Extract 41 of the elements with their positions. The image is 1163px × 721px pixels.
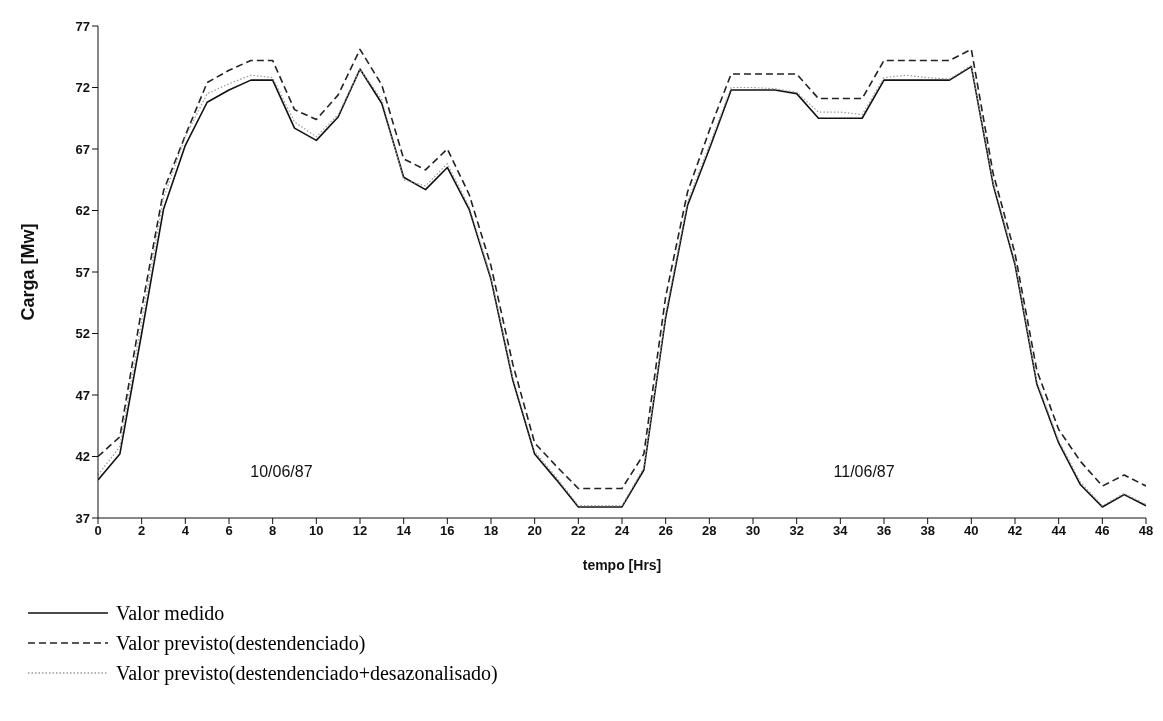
x-tick-label: 30 [745,523,761,539]
x-tick-label: 44 [1051,523,1067,539]
y-tick-label: 42 [75,449,90,465]
x-tick-label: 4 [181,523,190,539]
x-tick-label: 12 [352,523,368,539]
y-axis-title: Carga [Mw] [18,223,39,321]
x-tick-label: 40 [964,523,979,539]
x-tick-label: 14 [396,523,412,539]
y-tick-label: 37 [75,510,90,526]
y-tick-label: 77 [75,18,90,34]
y-tick-label: 72 [75,80,90,96]
x-tick-label: 36 [876,523,892,539]
y-tick-label: 57 [75,264,90,280]
x-tick-label: 48 [1138,523,1154,539]
x-tick-label: 22 [571,523,586,539]
x-tick-label: 8 [269,523,277,539]
y-tick-label: 52 [75,326,90,342]
x-tick-label: 18 [483,523,499,539]
annotation: 11/06/87 [833,462,895,480]
x-tick-label: 38 [920,523,935,539]
x-tick-label: 42 [1007,523,1023,539]
x-tick-label: 24 [614,523,630,539]
x-tick-label: 6 [225,523,233,539]
x-tick-label: 10 [309,523,324,539]
annotation: 10/06/87 [250,462,313,480]
legend-label: Valor previsto(destendenciado) [116,631,366,655]
x-tick-label: 32 [789,523,804,539]
x-axis-title: tempo [Hrs] [582,557,662,573]
x-tick-label: 2 [138,523,146,539]
x-tick-label: 16 [440,523,455,539]
y-tick-label: 67 [75,141,90,157]
legend-label: Valor medido [116,601,225,625]
x-tick-label: 28 [702,523,717,539]
x-tick-label: 26 [658,523,673,539]
x-tick-label: 46 [1095,523,1110,539]
y-tick-label: 47 [75,387,90,403]
x-tick-label: 20 [527,523,542,539]
x-tick-label: 0 [94,523,102,539]
x-tick-label: 34 [833,523,849,539]
y-tick-label: 62 [75,203,90,219]
legend-label: Valor previsto(destendenciado+desazonalisado) [116,661,498,685]
